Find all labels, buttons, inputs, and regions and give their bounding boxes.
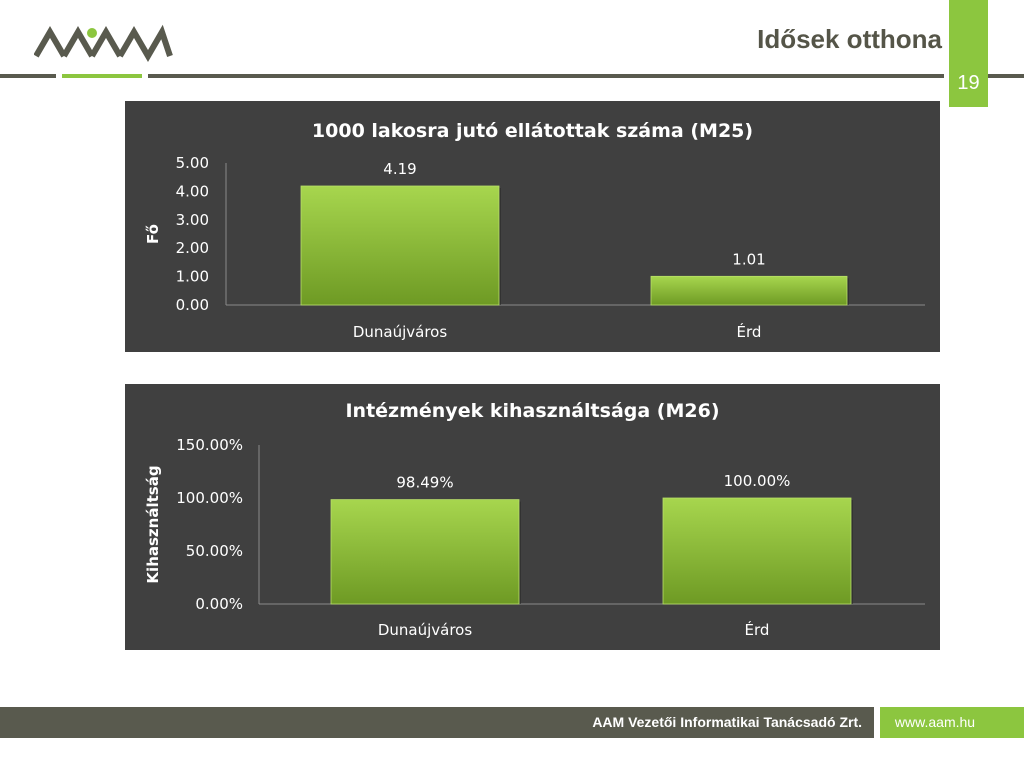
chart-title: 1000 lakosra jutó ellátottak száma (M25) [312,120,753,142]
y-tick-label: 100.00% [176,489,243,507]
bar [300,185,500,306]
y-tick-label: 1.00 [176,268,209,286]
bar [330,499,520,605]
category-label: Dunaújváros [378,621,473,639]
category-label: Dunaújváros [353,323,448,341]
page-number-tab [949,0,988,107]
y-tick-label: 150.00% [176,436,243,454]
y-tick-label: 50.00% [186,542,243,560]
header-rule [0,74,56,78]
aam-logo [34,24,173,62]
y-tick-label: 2.00 [176,239,209,257]
footer-url-box [880,707,1024,738]
chart-panel-m26: Intézmények kihasználtsága (M26) 0.00% 50.… [125,384,940,650]
bar [662,497,852,605]
chart-panel-m25: 1000 lakosra jutó ellátottak száma (M25)… [125,101,940,352]
footer-company: AAM Vezetői Informatikai Tanácsadó Zrt. [592,714,862,730]
footer-url[interactable]: www.aam.hu [894,714,976,730]
y-tick-label: 5.00 [176,154,209,172]
data-label: 98.49% [396,474,453,492]
y-tick-label: 3.00 [176,211,209,229]
data-label: 1.01 [732,250,765,268]
slide-title: Idősek otthona [757,24,942,54]
header-rule [988,74,1024,78]
y-tick-label: 0.00% [195,595,243,613]
data-label: 4.19 [383,160,416,178]
header-rule [148,74,944,78]
bar [650,275,848,306]
data-label: 100.00% [724,472,791,490]
y-axis-label: Fő [144,224,162,244]
y-tick-label: 4.00 [176,182,209,200]
chart-m26: Intézmények kihasználtsága (M26) 0.00% 50.… [144,400,925,639]
y-axis-label: Kihasználtság [144,465,162,583]
category-label: Érd [737,322,762,341]
chart-m25: 1000 lakosra jutó ellátottak száma (M25)… [144,120,925,341]
footer-bar [0,707,874,738]
header-rule-accent [62,74,142,78]
category-label: Érd [745,620,770,639]
y-tick-label: 0.00 [176,296,209,314]
chart-title: Intézmények kihasználtsága (M26) [345,400,719,422]
page-number: 19 [957,72,980,94]
